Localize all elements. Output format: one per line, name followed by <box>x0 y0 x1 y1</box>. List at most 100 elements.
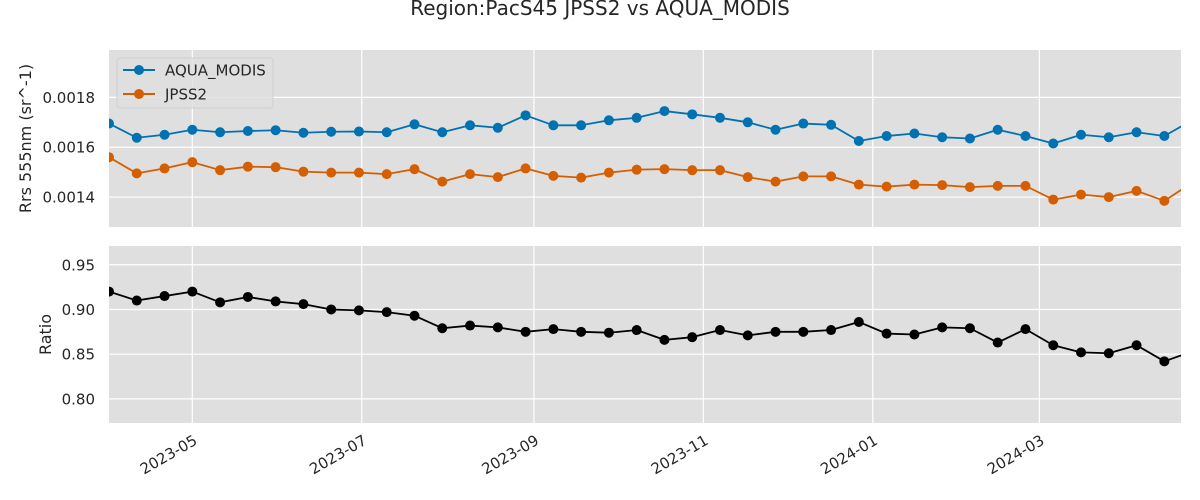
data-point-aqua-modis <box>1131 127 1142 138</box>
data-point-jpss2 <box>881 181 892 192</box>
data-point-ratio <box>937 322 948 333</box>
data-point-jpss2 <box>631 164 642 175</box>
data-point-ratio <box>603 327 614 338</box>
legend-label-aqua-modis: AQUA_MODIS <box>165 62 266 81</box>
data-point-ratio <box>1187 346 1197 356</box>
x-tick-label: 2023-05 <box>137 431 200 478</box>
data-point-ratio <box>381 307 392 318</box>
data-point-ratio <box>1048 340 1059 351</box>
data-point-aqua-modis <box>1076 129 1087 140</box>
data-point-aqua-modis <box>992 124 1003 135</box>
data-point-jpss2 <box>409 164 420 175</box>
data-point-jpss2 <box>1048 194 1059 205</box>
x-tick-label: 2024-03 <box>984 431 1047 478</box>
data-point-aqua-modis <box>1020 131 1031 142</box>
data-point-aqua-modis <box>603 115 614 126</box>
bottom-plot-area <box>109 246 1181 423</box>
data-point-jpss2 <box>465 169 476 180</box>
legend-item-aqua-modis: AQUA_MODIS <box>123 62 266 81</box>
data-point-jpss2 <box>742 172 753 183</box>
data-point-jpss2 <box>187 157 198 168</box>
bottom-y-axis-label: Ratio <box>36 314 55 355</box>
data-point-aqua-modis <box>937 132 948 143</box>
data-point-jpss2 <box>770 176 781 187</box>
data-point-aqua-modis <box>714 112 725 123</box>
top-y-tick-label: 0.0014 <box>43 189 96 207</box>
x-tick-label: 2023-07 <box>306 431 369 478</box>
top-y-tick-label: 0.0016 <box>43 139 96 157</box>
legend-marker-jpss2 <box>134 89 144 99</box>
data-point-ratio <box>159 291 170 302</box>
series-ratio <box>109 286 1197 367</box>
data-point-aqua-modis <box>409 119 420 130</box>
data-point-aqua-modis <box>1048 138 1059 149</box>
data-point-ratio <box>131 295 142 306</box>
data-point-ratio <box>659 334 670 345</box>
data-point-ratio <box>853 316 864 327</box>
legend-marker-aqua-modis <box>134 65 144 75</box>
data-point-ratio <box>1020 324 1031 335</box>
data-point-aqua-modis <box>1103 132 1114 143</box>
data-point-jpss2 <box>1103 192 1114 203</box>
data-point-ratio <box>742 330 753 341</box>
data-point-jpss2 <box>159 163 170 174</box>
data-point-aqua-modis <box>437 127 448 138</box>
data-point-jpss2 <box>215 165 226 176</box>
data-point-jpss2 <box>1159 195 1170 206</box>
data-point-ratio <box>465 320 476 331</box>
data-point-aqua-modis <box>326 126 337 137</box>
bottom-y-tick-label: 0.90 <box>62 301 95 319</box>
data-point-aqua-modis <box>109 118 114 129</box>
chart-title: Region:PacS45 JPSS2 vs AQUA_MODIS <box>410 0 790 20</box>
data-point-aqua-modis <box>215 127 226 138</box>
data-point-aqua-modis <box>631 112 642 123</box>
legend-item-jpss2: JPSS2 <box>123 86 207 104</box>
data-point-ratio <box>631 325 642 336</box>
legend-label-jpss2: JPSS2 <box>164 86 207 104</box>
data-point-jpss2 <box>853 179 864 190</box>
data-point-ratio <box>187 286 198 297</box>
data-point-ratio <box>548 324 559 335</box>
data-point-ratio <box>215 297 226 308</box>
data-point-ratio <box>1076 347 1087 358</box>
data-point-jpss2 <box>1076 189 1087 200</box>
bottom-y-tick-label: 0.80 <box>62 390 95 408</box>
data-point-aqua-modis <box>548 120 559 131</box>
data-point-jpss2 <box>659 164 670 175</box>
data-point-ratio <box>992 337 1003 348</box>
data-point-aqua-modis <box>1159 131 1170 142</box>
data-point-ratio <box>298 299 309 310</box>
data-point-jpss2 <box>353 167 364 178</box>
x-ticks: 2023-05 2023-07 2023-09 2023-11 2024-01 2024-… <box>137 431 1047 478</box>
legend: AQUA_MODIS JPSS2 <box>116 57 274 109</box>
data-point-jpss2 <box>1131 185 1142 196</box>
data-point-ratio <box>242 291 253 302</box>
data-point-aqua-modis <box>798 118 809 129</box>
data-point-ratio <box>326 304 337 315</box>
series-jpss2 <box>109 152 1197 206</box>
data-point-aqua-modis <box>381 127 392 138</box>
data-point-aqua-modis <box>159 129 170 140</box>
bottom-y-tick-label: 0.95 <box>62 256 95 274</box>
data-point-jpss2 <box>1187 178 1197 188</box>
data-point-ratio <box>714 325 725 336</box>
data-point-jpss2 <box>270 162 281 173</box>
data-point-ratio <box>1159 356 1170 367</box>
data-point-jpss2 <box>1020 180 1031 191</box>
data-point-jpss2 <box>109 152 114 163</box>
data-point-jpss2 <box>298 166 309 177</box>
data-point-aqua-modis <box>353 126 364 137</box>
x-tick-label: 2023-09 <box>479 431 542 478</box>
data-point-aqua-modis <box>270 125 281 136</box>
data-point-aqua-modis <box>298 127 309 138</box>
data-point-ratio <box>437 323 448 334</box>
legend-box <box>116 57 274 109</box>
top-series-group <box>109 106 1197 206</box>
data-point-jpss2 <box>992 180 1003 191</box>
bottom-grid <box>109 246 1181 423</box>
data-point-ratio <box>353 305 364 316</box>
data-point-ratio <box>1103 348 1114 359</box>
data-point-ratio <box>1131 340 1142 351</box>
data-point-aqua-modis <box>131 132 142 143</box>
data-point-ratio <box>770 326 781 337</box>
